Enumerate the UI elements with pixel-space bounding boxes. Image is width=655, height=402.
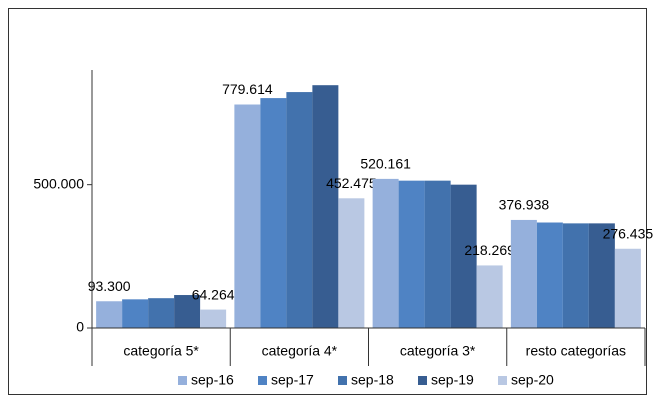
bar [614,248,641,328]
bar [476,265,503,328]
bar [450,184,477,328]
legend-label: sep-18 [351,372,394,388]
bar [536,222,563,328]
y-tick-label: 0 [76,319,84,335]
bar [234,104,261,328]
data-label: 64.264 [192,286,235,302]
legend-marker [178,376,187,385]
legend-marker [498,376,507,385]
bar [122,299,149,328]
data-label: 218.269 [464,242,515,258]
data-label: 779.614 [222,81,273,97]
bar [200,309,227,328]
bar [562,223,589,328]
data-label: 452.475 [326,175,377,191]
bar [510,219,537,328]
legend-marker [418,376,427,385]
x-tick-label: categoría 3* [400,343,476,359]
bar [148,298,175,328]
legend-label: sep-20 [511,372,554,388]
legend-marker [258,376,267,385]
legend-label: sep-17 [271,372,314,388]
legend-marker [338,376,347,385]
bar [398,180,425,328]
bar [424,180,451,328]
x-tick-label: resto categorías [526,343,626,359]
data-label: 520.161 [360,156,411,172]
data-label: 276.435 [603,225,654,241]
data-label: 376.938 [499,197,550,213]
bar [312,85,339,329]
x-tick-label: categoría 5* [123,343,199,359]
bar [174,295,201,328]
x-tick-label: categoría 4* [262,343,338,359]
legend-label: sep-19 [431,372,474,388]
bar [372,178,399,328]
bar [260,98,287,329]
bar [286,92,313,328]
legend-label: sep-16 [191,372,234,388]
bar [96,301,123,328]
bar [588,223,615,328]
bar [338,198,365,328]
y-tick-label: 500.000 [33,175,84,191]
data-label: 93.300 [88,278,131,294]
